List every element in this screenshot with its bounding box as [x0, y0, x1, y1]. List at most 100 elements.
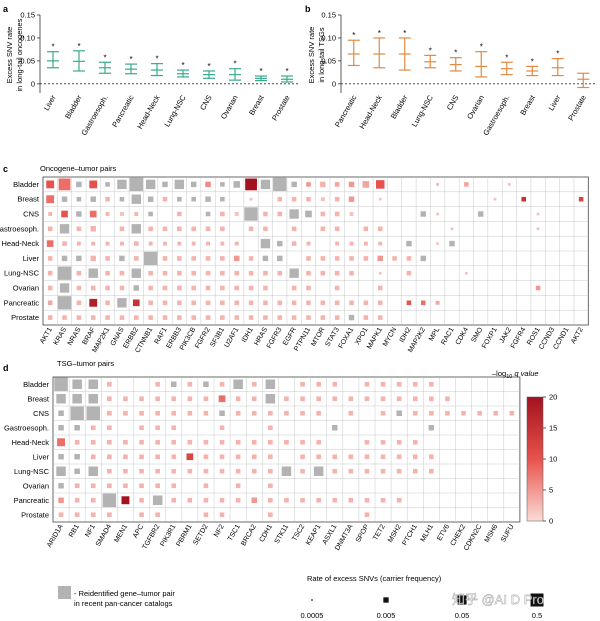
panel-c-cell-mark: [57, 266, 72, 280]
panel-c-cell-mark: [76, 226, 82, 232]
panel-c-cell-mark: [148, 285, 153, 291]
panel-c-cell-mark: [119, 241, 124, 246]
panel-d-col-label: TSC1: [227, 523, 242, 542]
panel-d-cell-mark: [348, 396, 354, 402]
panel-c-cell-mark: [47, 315, 53, 320]
panel-a-plot: 0.15 0.10 0.05 0 * Liver * Bladder * Gastroesoph.…: [20, 11, 300, 137]
panel-c-cell-mark: [177, 300, 182, 306]
panel-d-col-label: MSH2: [387, 523, 403, 543]
panel-c-cell-mark: [291, 226, 297, 232]
panel-b-significance-star: *: [531, 57, 534, 66]
panel-c-cell-mark: [363, 315, 369, 320]
panel-d-cell-mark: [268, 425, 273, 431]
panel-d-cell-mark: [219, 425, 225, 431]
panel-d-col-label: SETD2: [192, 523, 209, 546]
panel-c-cell-mark: [263, 211, 268, 217]
panel-d-cell-mark: [74, 512, 80, 518]
panel-c-cell-mark: [162, 256, 168, 261]
panel-a-significance-star: *: [77, 42, 80, 51]
panel-c-cell-mark: [59, 283, 70, 293]
panel-a-significance-star: *: [259, 67, 262, 76]
panel-d-cell-mark: [251, 454, 257, 460]
panel-c-cell-mark: [248, 285, 254, 291]
panel-d-cell-mark: [313, 466, 324, 476]
panel-c-cell-mark: [143, 251, 158, 266]
panel-c-cell-mark: [177, 315, 182, 320]
panel-c-col-label: SMO: [470, 326, 484, 344]
panel-a-ytick-label: 0.10: [20, 33, 35, 42]
panel-c-cell-mark: [375, 180, 385, 189]
panel-c-cell-mark: [191, 256, 196, 261]
panel-c-cell-mark: [117, 179, 127, 190]
panel-d-cell-mark: [268, 468, 273, 474]
size-legend-mark: [530, 593, 544, 607]
size-legend-mark: [383, 597, 389, 603]
panel-a-category-label: Head-Neck: [135, 93, 162, 130]
panel-d-cell-mark: [348, 468, 354, 474]
panel-c-cell-mark: [436, 183, 439, 186]
panel-d-cell-mark: [123, 396, 128, 402]
panel-d-cell-mark: [171, 497, 177, 503]
panel-d-col-label: PTCH1: [401, 523, 419, 546]
panel-d-cell-mark: [300, 439, 305, 445]
panel-b-plot: 0.15 0.10 0.05 0 * Pancreatic * Head-Neck * Bladd…: [321, 11, 596, 137]
panel-d-cell-mark: [187, 439, 193, 445]
panel-d-cell-mark: [219, 410, 225, 416]
panel-c-cell-mark: [76, 285, 82, 291]
panel-d-col-label: ARID1A: [46, 523, 65, 549]
panel-d-cell-mark: [364, 497, 370, 503]
panel-c-cell-mark: [148, 315, 153, 320]
panel-c-col-label: JAK2: [499, 326, 513, 344]
panel-d-cell-mark: [171, 381, 177, 387]
panel-d-cell-mark: [152, 495, 163, 505]
panel-c-cell-mark: [349, 270, 354, 276]
panel-c-cell-mark: [289, 268, 299, 278]
panel-c-cell-mark: [320, 197, 325, 202]
panel-a-significance-star: *: [233, 60, 236, 69]
panel-c-cell-mark: [220, 226, 225, 232]
panel-c-cell-mark: [306, 270, 311, 276]
panel-d-cell-mark: [123, 454, 128, 460]
size-legend-label: 0.05: [455, 611, 470, 620]
panel-c-cell-mark: [263, 300, 268, 306]
panel-c-cell-mark: [349, 300, 354, 306]
panel-c-cell-mark: [205, 315, 211, 320]
panel-b-errorbar-3: [424, 54, 437, 69]
panel-a-errorbar-0: [47, 51, 59, 69]
panel-d-cell-mark: [380, 410, 386, 416]
panel-b-category-label: Prostate: [566, 94, 588, 123]
panel-d-col-label: APC: [132, 524, 145, 540]
panel-d-cell-mark: [203, 483, 209, 489]
panel-a-category-label: Ovarian: [219, 94, 240, 121]
panel-d-cell-mark: [396, 439, 402, 445]
panel-d-cell-mark: [107, 512, 112, 518]
panel-c-cell-mark: [47, 226, 53, 232]
panel-c-cell-mark: [177, 270, 182, 276]
panel-c-cell-mark: [450, 227, 454, 231]
panel-c-col-label: MYCN: [382, 327, 398, 348]
panel-d-col-label: MSH6: [484, 523, 500, 543]
panel-c-cell-mark: [377, 285, 383, 291]
panel-d-cell-mark: [139, 439, 144, 445]
panel-c-cell-mark: [377, 300, 383, 306]
panel-c-cell-mark: [305, 210, 312, 218]
panel-c-cell-mark: [148, 270, 153, 276]
panel-d-cell-mark: [218, 395, 226, 403]
panel-d-cell-mark: [429, 410, 434, 416]
panel-c-cell-mark: [334, 315, 340, 320]
panel-a-category-label: Bladder: [63, 93, 84, 120]
panel-d-col-label: ASXL1: [322, 523, 339, 545]
grey-legend-line2: in recent pan-cancer catalogs: [74, 599, 173, 608]
panel-c-cell-mark: [420, 300, 426, 306]
grey-legend-swatch: [58, 586, 71, 599]
panel-c-cell-mark: [89, 210, 97, 218]
panel-d-row-label: Bladder: [23, 380, 49, 389]
panel-d-col-label: MLH1: [420, 523, 435, 543]
panel-c-cell-mark: [220, 241, 225, 246]
panel-d-cell-mark: [155, 425, 160, 431]
panel-d-cell-mark: [300, 468, 305, 474]
panel-c-cell-mark: [90, 285, 96, 291]
panel-c-cell-mark: [348, 181, 355, 188]
panel-c-col-label: AKT2: [570, 326, 585, 345]
